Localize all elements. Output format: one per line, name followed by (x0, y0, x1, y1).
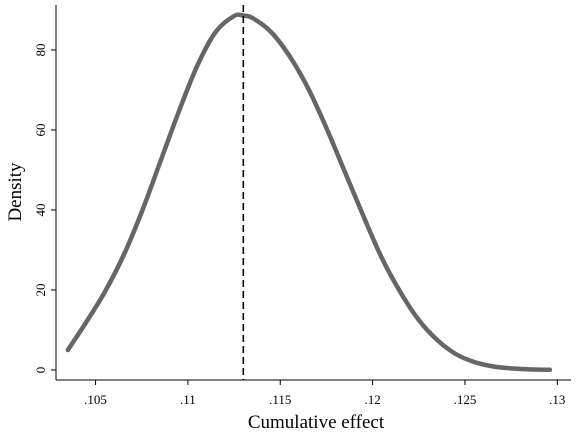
y-axis-title: Density (5, 162, 26, 222)
x-ticks: .105 .11 .115 .12 .125 .13 (84, 380, 565, 407)
y-ticks: 0 20 40 60 80 (33, 44, 56, 374)
y-tick-label: 40 (33, 204, 48, 217)
y-tick-label: 60 (33, 124, 48, 137)
x-tick-label: .115 (269, 392, 291, 407)
y-tick-label: 20 (33, 284, 48, 297)
x-tick-label: .11 (180, 392, 196, 407)
x-tick-label: .105 (84, 392, 107, 407)
x-tick-label: .125 (454, 392, 477, 407)
plot-area: 0 20 40 60 80 .105 .11 .115 .12 .125 .13 (33, 5, 571, 407)
x-tick-label: .12 (364, 392, 380, 407)
y-tick-label: 80 (33, 44, 48, 57)
x-axis-title: Cumulative effect (248, 412, 385, 433)
x-tick-label: .13 (549, 392, 565, 407)
y-tick-label: 0 (33, 367, 48, 374)
density-line (65, 12, 553, 373)
